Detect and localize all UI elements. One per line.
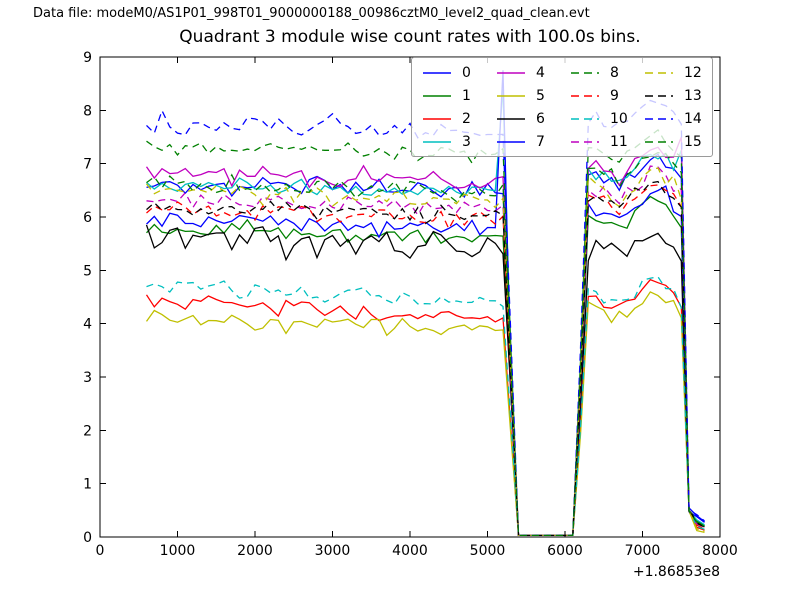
legend-label: 12 — [684, 64, 702, 81]
x-tick-label: 2000 — [237, 543, 273, 559]
legend-line-sample — [497, 94, 525, 97]
x-tick-label: 7000 — [625, 543, 661, 559]
legend-item-7: 7 — [496, 130, 554, 153]
series-line-3 — [146, 88, 705, 537]
series-line-0 — [146, 153, 705, 537]
x-tick-label: 3000 — [315, 543, 351, 559]
legend-item-4: 4 — [496, 61, 554, 84]
legend-item-6: 6 — [496, 107, 554, 130]
y-tick-label: 9 — [83, 50, 92, 66]
legend-line-sample — [497, 117, 525, 120]
y-tick-label: 5 — [83, 263, 92, 279]
legend-item-2: 2 — [422, 107, 480, 130]
legend-label: 7 — [536, 133, 545, 150]
legend-line-sample — [423, 71, 451, 74]
legend-line-sample — [571, 94, 599, 97]
data-file-label: Data file: modeM0/AS1P01_998T01_90000001… — [33, 6, 590, 21]
y-tick-label: 2 — [83, 423, 92, 439]
x-tick-label: 1000 — [160, 543, 196, 559]
series-line-15 — [146, 151, 705, 537]
legend-item-13: 13 — [644, 84, 702, 107]
legend-label: 6 — [536, 110, 545, 127]
legend-item-9: 9 — [570, 84, 628, 107]
y-tick-label: 0 — [83, 530, 92, 546]
x-tick-label: 6000 — [547, 543, 583, 559]
legend-line-sample — [423, 94, 451, 97]
legend-line-sample — [423, 140, 451, 143]
series-line-11 — [146, 165, 705, 537]
series-line-1 — [146, 195, 705, 537]
y-tick-label: 4 — [83, 317, 92, 333]
legend-line-sample — [571, 71, 599, 74]
legend-item-15: 15 — [644, 130, 702, 153]
y-tick-label: 1 — [83, 477, 92, 493]
legend-line-sample — [645, 94, 673, 97]
series-line-14 — [146, 99, 705, 537]
y-tick-label: 8 — [83, 103, 92, 119]
legend-line-sample — [497, 140, 525, 143]
legend-line-sample — [645, 117, 673, 120]
series-line-13 — [146, 180, 705, 537]
legend-label: 13 — [684, 87, 702, 104]
legend-item-10: 10 — [570, 107, 628, 130]
legend-label: 11 — [610, 133, 628, 150]
x-tick-label: 4000 — [392, 543, 428, 559]
series-line-8 — [146, 128, 705, 537]
legend-label: 1 — [462, 87, 471, 104]
legend-label: 3 — [462, 133, 471, 150]
series-line-10 — [146, 276, 705, 537]
legend-line-sample — [645, 140, 673, 143]
legend-line-sample — [571, 117, 599, 120]
y-tick-label: 7 — [83, 157, 92, 173]
series-line-12 — [145, 167, 705, 537]
y-tick-label: 6 — [83, 210, 92, 226]
legend-label: 14 — [684, 110, 702, 127]
series-line-5 — [145, 291, 705, 537]
legend-label: 10 — [610, 110, 628, 127]
legend-item-12: 12 — [644, 61, 702, 84]
legend-item-3: 3 — [422, 130, 480, 153]
legend-item-8: 8 — [570, 61, 628, 84]
legend-label: 2 — [462, 110, 471, 127]
legend-label: 8 — [610, 64, 619, 81]
x-tick-label: 5000 — [470, 543, 506, 559]
legend-item-1: 1 — [422, 84, 480, 107]
series-line-2 — [145, 278, 705, 537]
series-line-9 — [146, 184, 705, 537]
legend-item-14: 14 — [644, 107, 702, 130]
legend-item-5: 5 — [496, 84, 554, 107]
x-tick-label: 8000 — [702, 543, 738, 559]
legend-line-sample — [645, 71, 673, 74]
series-line-6 — [145, 224, 705, 537]
legend-label: 4 — [536, 64, 545, 81]
legend-item-0: 0 — [422, 61, 480, 84]
chart-title: Quadrant 3 module wise count rates with … — [179, 27, 641, 47]
legend-label: 15 — [684, 133, 702, 150]
x-axis-offset-label: +1.86853e8 — [633, 564, 720, 580]
series-line-4 — [145, 136, 705, 537]
legend: 0 1 2 3 4 5 6 7 8 9 10 11 12 13 14 15 — [411, 57, 713, 157]
y-tick-label: 3 — [83, 370, 92, 386]
legend-line-sample — [423, 117, 451, 120]
legend-label: 0 — [462, 64, 471, 81]
legend-label: 9 — [610, 87, 619, 104]
legend-item-11: 11 — [570, 130, 628, 153]
legend-line-sample — [497, 71, 525, 74]
x-tick-label: 0 — [96, 543, 105, 559]
legend-line-sample — [571, 140, 599, 143]
legend-label: 5 — [536, 87, 545, 104]
